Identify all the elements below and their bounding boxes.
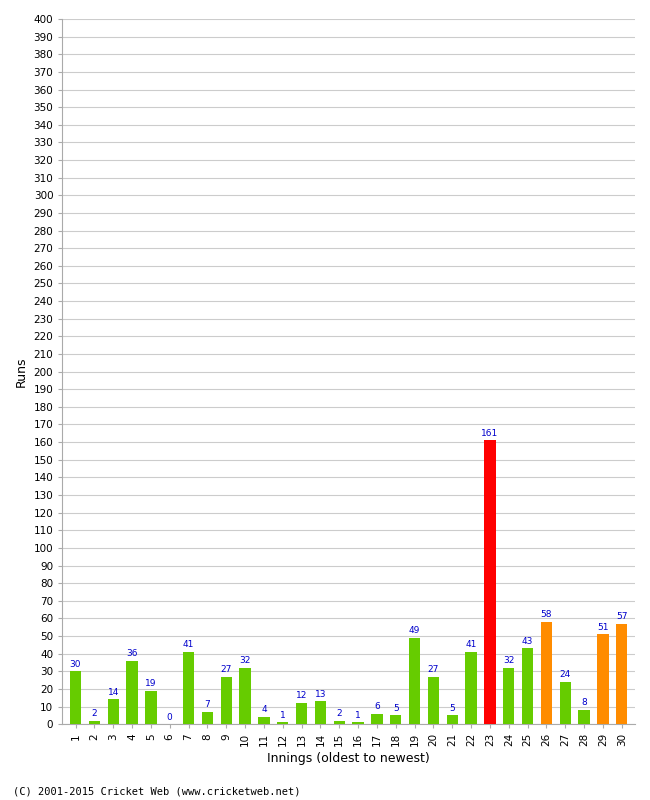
Bar <box>220 677 232 724</box>
Text: 57: 57 <box>616 612 627 621</box>
Bar <box>88 721 100 724</box>
Text: 14: 14 <box>107 688 119 697</box>
Text: 24: 24 <box>560 670 571 679</box>
Bar <box>465 652 476 724</box>
Bar <box>296 703 307 724</box>
Text: 2: 2 <box>92 709 97 718</box>
Text: 5: 5 <box>449 704 455 713</box>
Bar <box>145 690 157 724</box>
Bar <box>522 648 533 724</box>
Bar <box>107 699 119 724</box>
Bar <box>315 702 326 724</box>
Bar <box>616 624 627 724</box>
Text: 1: 1 <box>355 710 361 720</box>
Text: 30: 30 <box>70 660 81 669</box>
Text: 36: 36 <box>126 649 138 658</box>
Text: 19: 19 <box>145 679 157 688</box>
Bar <box>390 715 402 724</box>
Bar <box>409 638 421 724</box>
Bar <box>371 714 383 724</box>
X-axis label: Innings (oldest to newest): Innings (oldest to newest) <box>267 752 430 765</box>
Y-axis label: Runs: Runs <box>15 356 28 387</box>
Text: 27: 27 <box>220 665 232 674</box>
Bar <box>447 715 458 724</box>
Text: 161: 161 <box>481 429 499 438</box>
Bar <box>239 668 251 724</box>
Text: 1: 1 <box>280 710 285 720</box>
Text: 2: 2 <box>337 709 342 718</box>
Bar <box>202 712 213 724</box>
Bar <box>541 622 552 724</box>
Text: 41: 41 <box>183 640 194 650</box>
Text: 0: 0 <box>167 713 173 722</box>
Text: 32: 32 <box>239 656 251 665</box>
Text: 41: 41 <box>465 640 477 650</box>
Text: (C) 2001-2015 Cricket Web (www.cricketweb.net): (C) 2001-2015 Cricket Web (www.cricketwe… <box>13 786 300 796</box>
Bar <box>333 721 345 724</box>
Text: 8: 8 <box>581 698 587 707</box>
Bar <box>258 717 270 724</box>
Bar <box>484 440 495 724</box>
Text: 49: 49 <box>409 626 421 635</box>
Text: 12: 12 <box>296 691 307 700</box>
Bar <box>560 682 571 724</box>
Text: 58: 58 <box>541 610 552 619</box>
Bar <box>597 634 608 724</box>
Text: 4: 4 <box>261 706 266 714</box>
Bar <box>277 722 289 724</box>
Text: 43: 43 <box>522 637 533 646</box>
Text: 32: 32 <box>503 656 514 665</box>
Bar <box>183 652 194 724</box>
Bar <box>70 671 81 724</box>
Bar <box>352 722 364 724</box>
Text: 7: 7 <box>205 700 210 709</box>
Text: 6: 6 <box>374 702 380 711</box>
Bar <box>578 710 590 724</box>
Text: 51: 51 <box>597 622 609 632</box>
Text: 27: 27 <box>428 665 439 674</box>
Bar <box>126 661 138 724</box>
Bar <box>428 677 439 724</box>
Bar <box>503 668 514 724</box>
Text: 5: 5 <box>393 704 398 713</box>
Text: 13: 13 <box>315 690 326 698</box>
